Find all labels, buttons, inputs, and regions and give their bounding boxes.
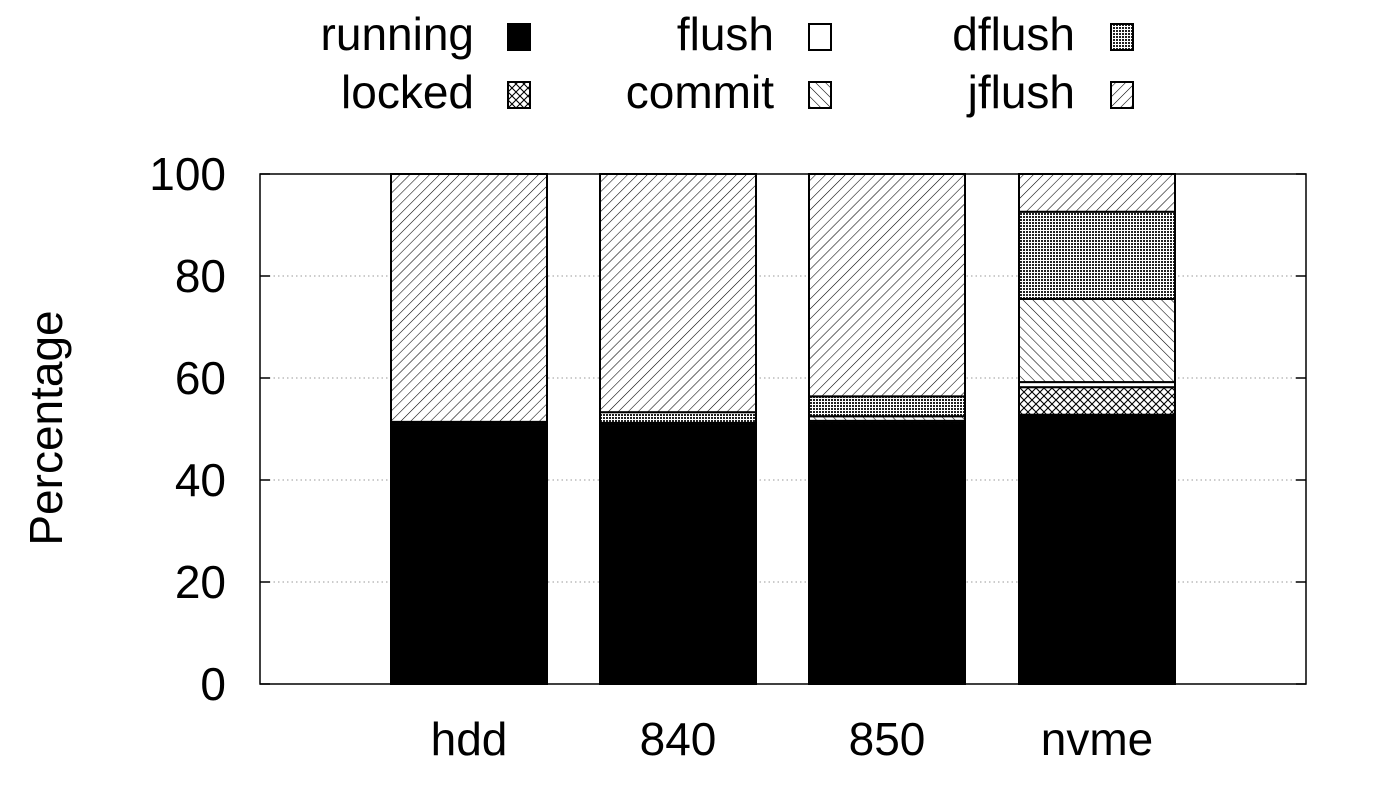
- y-tick-label-100: 100: [149, 148, 226, 200]
- bar-segment-840-jflush: [599, 173, 757, 414]
- bar-segment-hdd-running: [390, 428, 548, 685]
- axes: [259, 173, 1307, 685]
- legend-label-running: running: [321, 8, 474, 60]
- legend-item-dflush: dflush: [952, 8, 1134, 60]
- bar-segment-nvme-commit: [1018, 297, 1176, 384]
- bar-stack-nvme: [1018, 173, 1176, 685]
- legend-label-jflush: jflush: [966, 66, 1075, 118]
- bar-segment-nvme-jflush: [1018, 173, 1176, 213]
- bar-segment-nvme-locked: [1018, 386, 1176, 416]
- legend-label-dflush: dflush: [952, 8, 1075, 60]
- y-tick-label-80: 80: [175, 250, 226, 302]
- bar-segment-hdd-jflush: [390, 173, 548, 423]
- bar-segment-nvme-running: [1018, 413, 1176, 685]
- legend-label-locked: locked: [341, 66, 474, 118]
- legend-item-jflush: jflush: [966, 66, 1134, 118]
- legend-swatch-jflush: [1110, 81, 1134, 109]
- bar-segment-850-running: [808, 423, 966, 685]
- bar-segment-850-jflush: [808, 173, 966, 398]
- bar-stack-840: [599, 173, 757, 685]
- legend-swatch-locked: [507, 81, 531, 109]
- legend-label-commit: commit: [626, 66, 774, 118]
- legend-swatch-running: [507, 23, 531, 51]
- y-tick-label-20: 20: [175, 556, 226, 608]
- x-tick-label-hdd: hdd: [431, 713, 508, 765]
- legend-item-running: running: [321, 8, 531, 60]
- bar-stack-hdd: [390, 173, 548, 685]
- plot-frame: [259, 173, 1307, 685]
- y-axis-title: Percentage: [20, 310, 72, 545]
- legend-item-locked: locked: [341, 66, 531, 118]
- y-tick-label-40: 40: [175, 454, 226, 506]
- bars: [390, 173, 1176, 685]
- legend-swatch-dflush: [1110, 23, 1134, 51]
- bar-segment-nvme-dflush: [1018, 210, 1176, 300]
- x-tick-labels: hdd 840 850 nvme: [431, 713, 1154, 765]
- x-tick-label-nvme: nvme: [1041, 713, 1153, 765]
- legend-swatch-flush: [808, 23, 832, 51]
- x-tick-label-850: 850: [849, 713, 926, 765]
- bar-segment-850-dflush: [808, 395, 966, 418]
- legend-label-flush: flush: [677, 8, 774, 60]
- legend: running flush dflush locked commit jflush: [321, 8, 1134, 118]
- y-tick-labels: 0 20 40 60 80 100: [149, 148, 226, 710]
- bar-segment-840-running: [599, 428, 757, 685]
- x-tick-label-840: 840: [640, 713, 717, 765]
- legend-item-commit: commit: [626, 66, 832, 118]
- grid-lines: [260, 275, 1306, 583]
- y-tick-label-0: 0: [200, 658, 226, 710]
- bar-segment-840-dflush: [599, 411, 757, 424]
- y-tick-label-60: 60: [175, 352, 226, 404]
- legend-item-flush: flush: [677, 8, 832, 60]
- legend-swatch-commit: [808, 81, 832, 109]
- bar-stack-850: [808, 173, 966, 685]
